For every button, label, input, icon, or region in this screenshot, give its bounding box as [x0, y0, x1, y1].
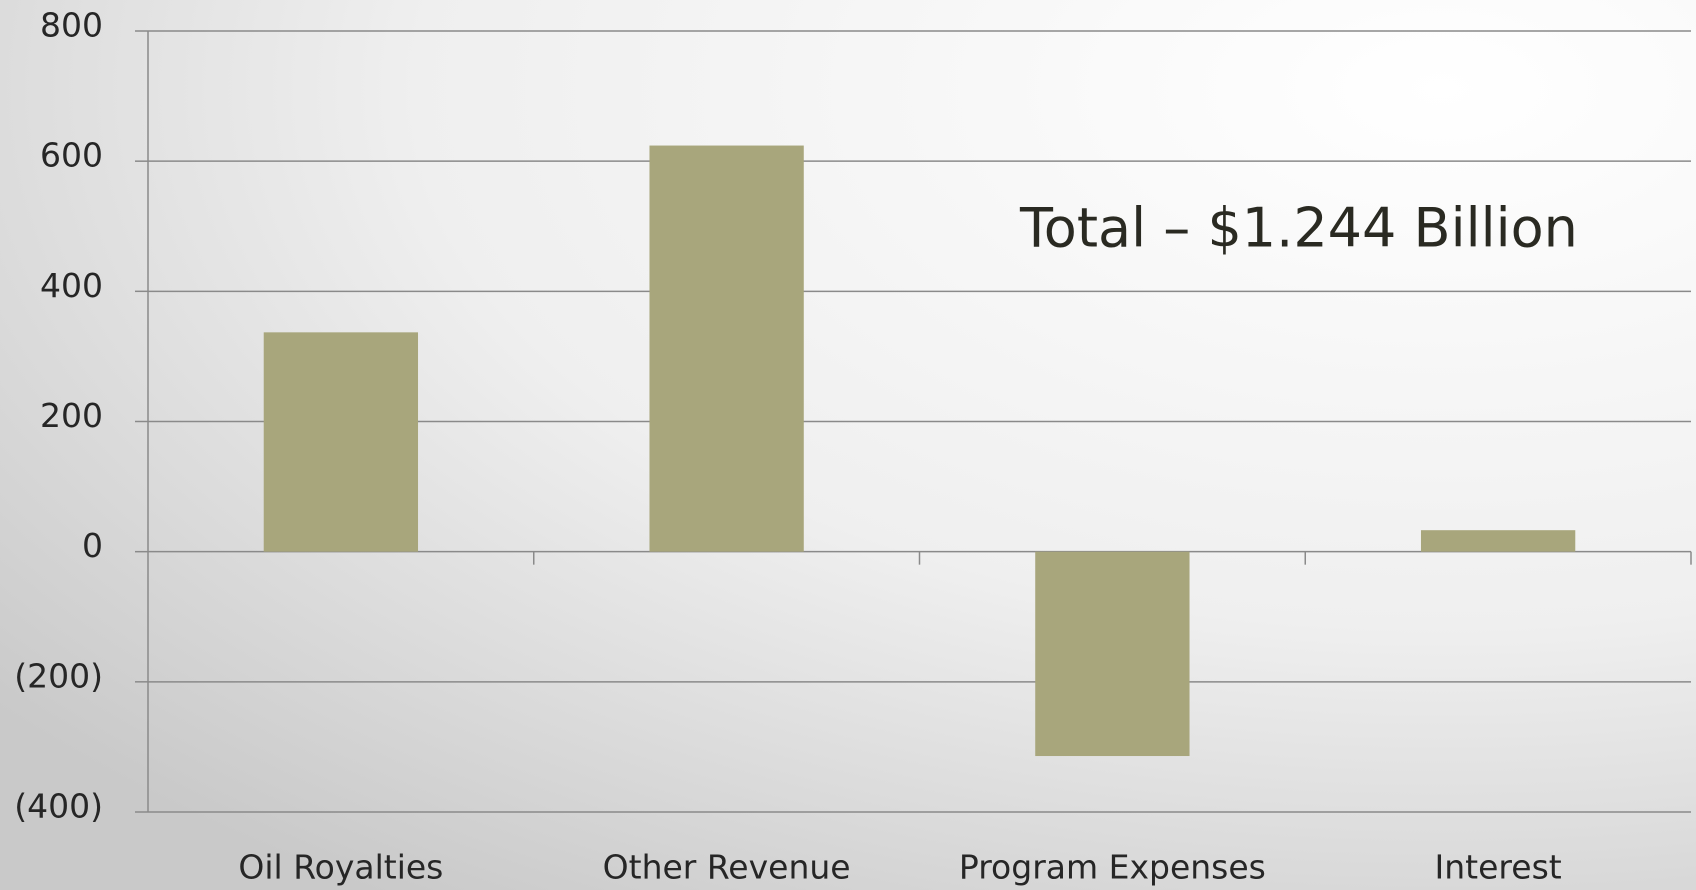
- x-tick-label: Interest: [1435, 848, 1562, 887]
- x-tick-label: Oil Royalties: [238, 848, 443, 887]
- y-tick-label: (400): [14, 787, 103, 826]
- bar: [1420, 530, 1576, 552]
- y-tick-label: 600: [40, 136, 103, 175]
- bar: [1035, 551, 1190, 757]
- y-tick-label: 800: [40, 6, 103, 45]
- y-tick-label: 200: [40, 396, 103, 435]
- bar: [649, 145, 804, 552]
- y-tick-label: 0: [82, 526, 103, 565]
- bar: [263, 332, 419, 552]
- y-tick-label: (200): [14, 656, 103, 695]
- x-tick-label: Other Revenue: [603, 848, 851, 887]
- y-tick-label: 400: [40, 266, 103, 305]
- x-tick-label: Program Expenses: [959, 848, 1266, 887]
- annotation: Total – $1.244 Billion: [1019, 197, 1578, 260]
